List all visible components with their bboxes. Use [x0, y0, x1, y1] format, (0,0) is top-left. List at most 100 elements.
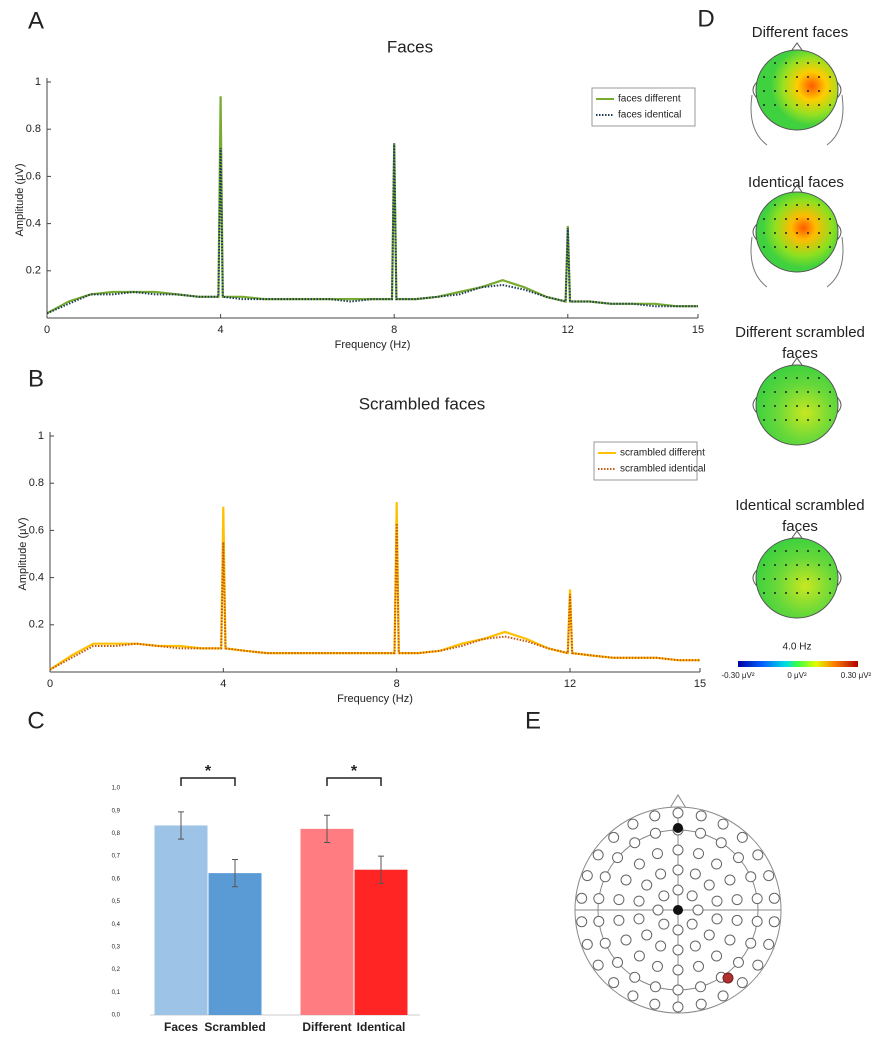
electrode [672, 864, 684, 876]
electrode [608, 831, 620, 843]
electrode-dot [785, 391, 787, 393]
electrode-dot [796, 76, 798, 78]
electrode-dot [807, 419, 809, 421]
electrode [693, 960, 705, 972]
electrode-dot [796, 218, 798, 220]
electrode-dot [774, 76, 776, 78]
significance-label: * [205, 763, 212, 780]
nose [791, 184, 803, 193]
electrode [745, 871, 757, 883]
x-tick-label: Different [302, 1020, 351, 1034]
topomap-title: Different scrambled [735, 324, 865, 341]
electrode-dot [807, 578, 809, 580]
y-tick-label: 0.4 [29, 572, 44, 584]
electrode-dot [796, 232, 798, 234]
electrode [751, 893, 763, 905]
nose [791, 42, 803, 51]
electrode [724, 874, 736, 886]
y-tick-label: 0.8 [26, 123, 41, 135]
electrode-dot [829, 391, 831, 393]
electrode [672, 964, 684, 976]
x-tick-label: 0 [47, 678, 53, 690]
electrode [633, 950, 645, 962]
electrode-dot [796, 592, 798, 594]
electrode-dot [829, 578, 831, 580]
electrode-layout [574, 794, 782, 1014]
panel-label: D [697, 5, 714, 32]
panel-label: C [27, 707, 44, 734]
electrode-dot [807, 90, 809, 92]
topomap-title: Different faces [752, 24, 848, 41]
y-axis-label: Amplitude (μV) [17, 518, 29, 591]
electrode-dot [807, 62, 809, 64]
significance-bracket [180, 777, 236, 786]
ear [752, 223, 842, 241]
y-tick-label: 0.2 [26, 265, 41, 277]
electrode [672, 924, 684, 936]
electrode-dot [829, 592, 831, 594]
ear [752, 396, 842, 414]
electrode-dot [807, 377, 809, 379]
electrode [608, 977, 620, 989]
electrode-dot [774, 419, 776, 421]
electrode-dot [818, 405, 820, 407]
y-tick-label: 0,5 [112, 899, 121, 905]
y-tick-label: 0.4 [26, 218, 41, 230]
electrode [652, 904, 664, 916]
electrode-dot [818, 391, 820, 393]
legend-label: scrambled identical [620, 464, 706, 475]
electrode [724, 934, 736, 946]
electrode-dot [774, 592, 776, 594]
electrode [658, 918, 670, 930]
legend-label: scrambled different [620, 448, 705, 459]
electrode [711, 858, 723, 870]
electrode-dot [774, 405, 776, 407]
colorbar-label: 0 μV² [787, 671, 807, 680]
series-line [49, 523, 700, 671]
electrode [613, 894, 625, 906]
panel-label: A [28, 7, 44, 34]
electrode-dot [807, 550, 809, 552]
electrode [672, 884, 684, 896]
bar [300, 828, 354, 1015]
electrode [731, 894, 743, 906]
y-tick-label: 1 [35, 76, 41, 88]
electrode-dot [763, 419, 765, 421]
x-tick-label: 12 [564, 678, 576, 690]
ear [752, 569, 842, 587]
topomap-title: Identical scrambled [735, 497, 864, 514]
electrode-dot [774, 204, 776, 206]
electrode [641, 879, 653, 891]
electrode [641, 929, 653, 941]
electrode-dot [785, 578, 787, 580]
electrode [745, 937, 757, 949]
electrode [576, 916, 588, 928]
electrode [627, 990, 639, 1002]
y-tick-label: 0.6 [26, 170, 41, 182]
electrode [731, 914, 743, 926]
electrode-dot [818, 232, 820, 234]
x-tick-label: 12 [562, 324, 574, 336]
nose [791, 530, 803, 539]
electrode-dot [785, 232, 787, 234]
electrode [695, 998, 707, 1010]
electrode-dot [818, 90, 820, 92]
electrode [593, 915, 605, 927]
electrode-dot [818, 550, 820, 552]
electrode [651, 960, 663, 972]
electrode [695, 827, 707, 839]
electrode [620, 934, 632, 946]
error-bar [178, 811, 184, 840]
electrode-dot [807, 246, 809, 248]
electrode-dot [785, 592, 787, 594]
y-tick-label: 0.2 [29, 619, 44, 631]
electrode-dot [818, 218, 820, 220]
electrode-dot [785, 419, 787, 421]
electrode-fz [673, 823, 683, 833]
electrode [751, 915, 763, 927]
electrode [651, 848, 663, 860]
y-tick-label: 0,4 [112, 922, 121, 928]
electrode [576, 892, 588, 904]
electrode-dot [807, 232, 809, 234]
